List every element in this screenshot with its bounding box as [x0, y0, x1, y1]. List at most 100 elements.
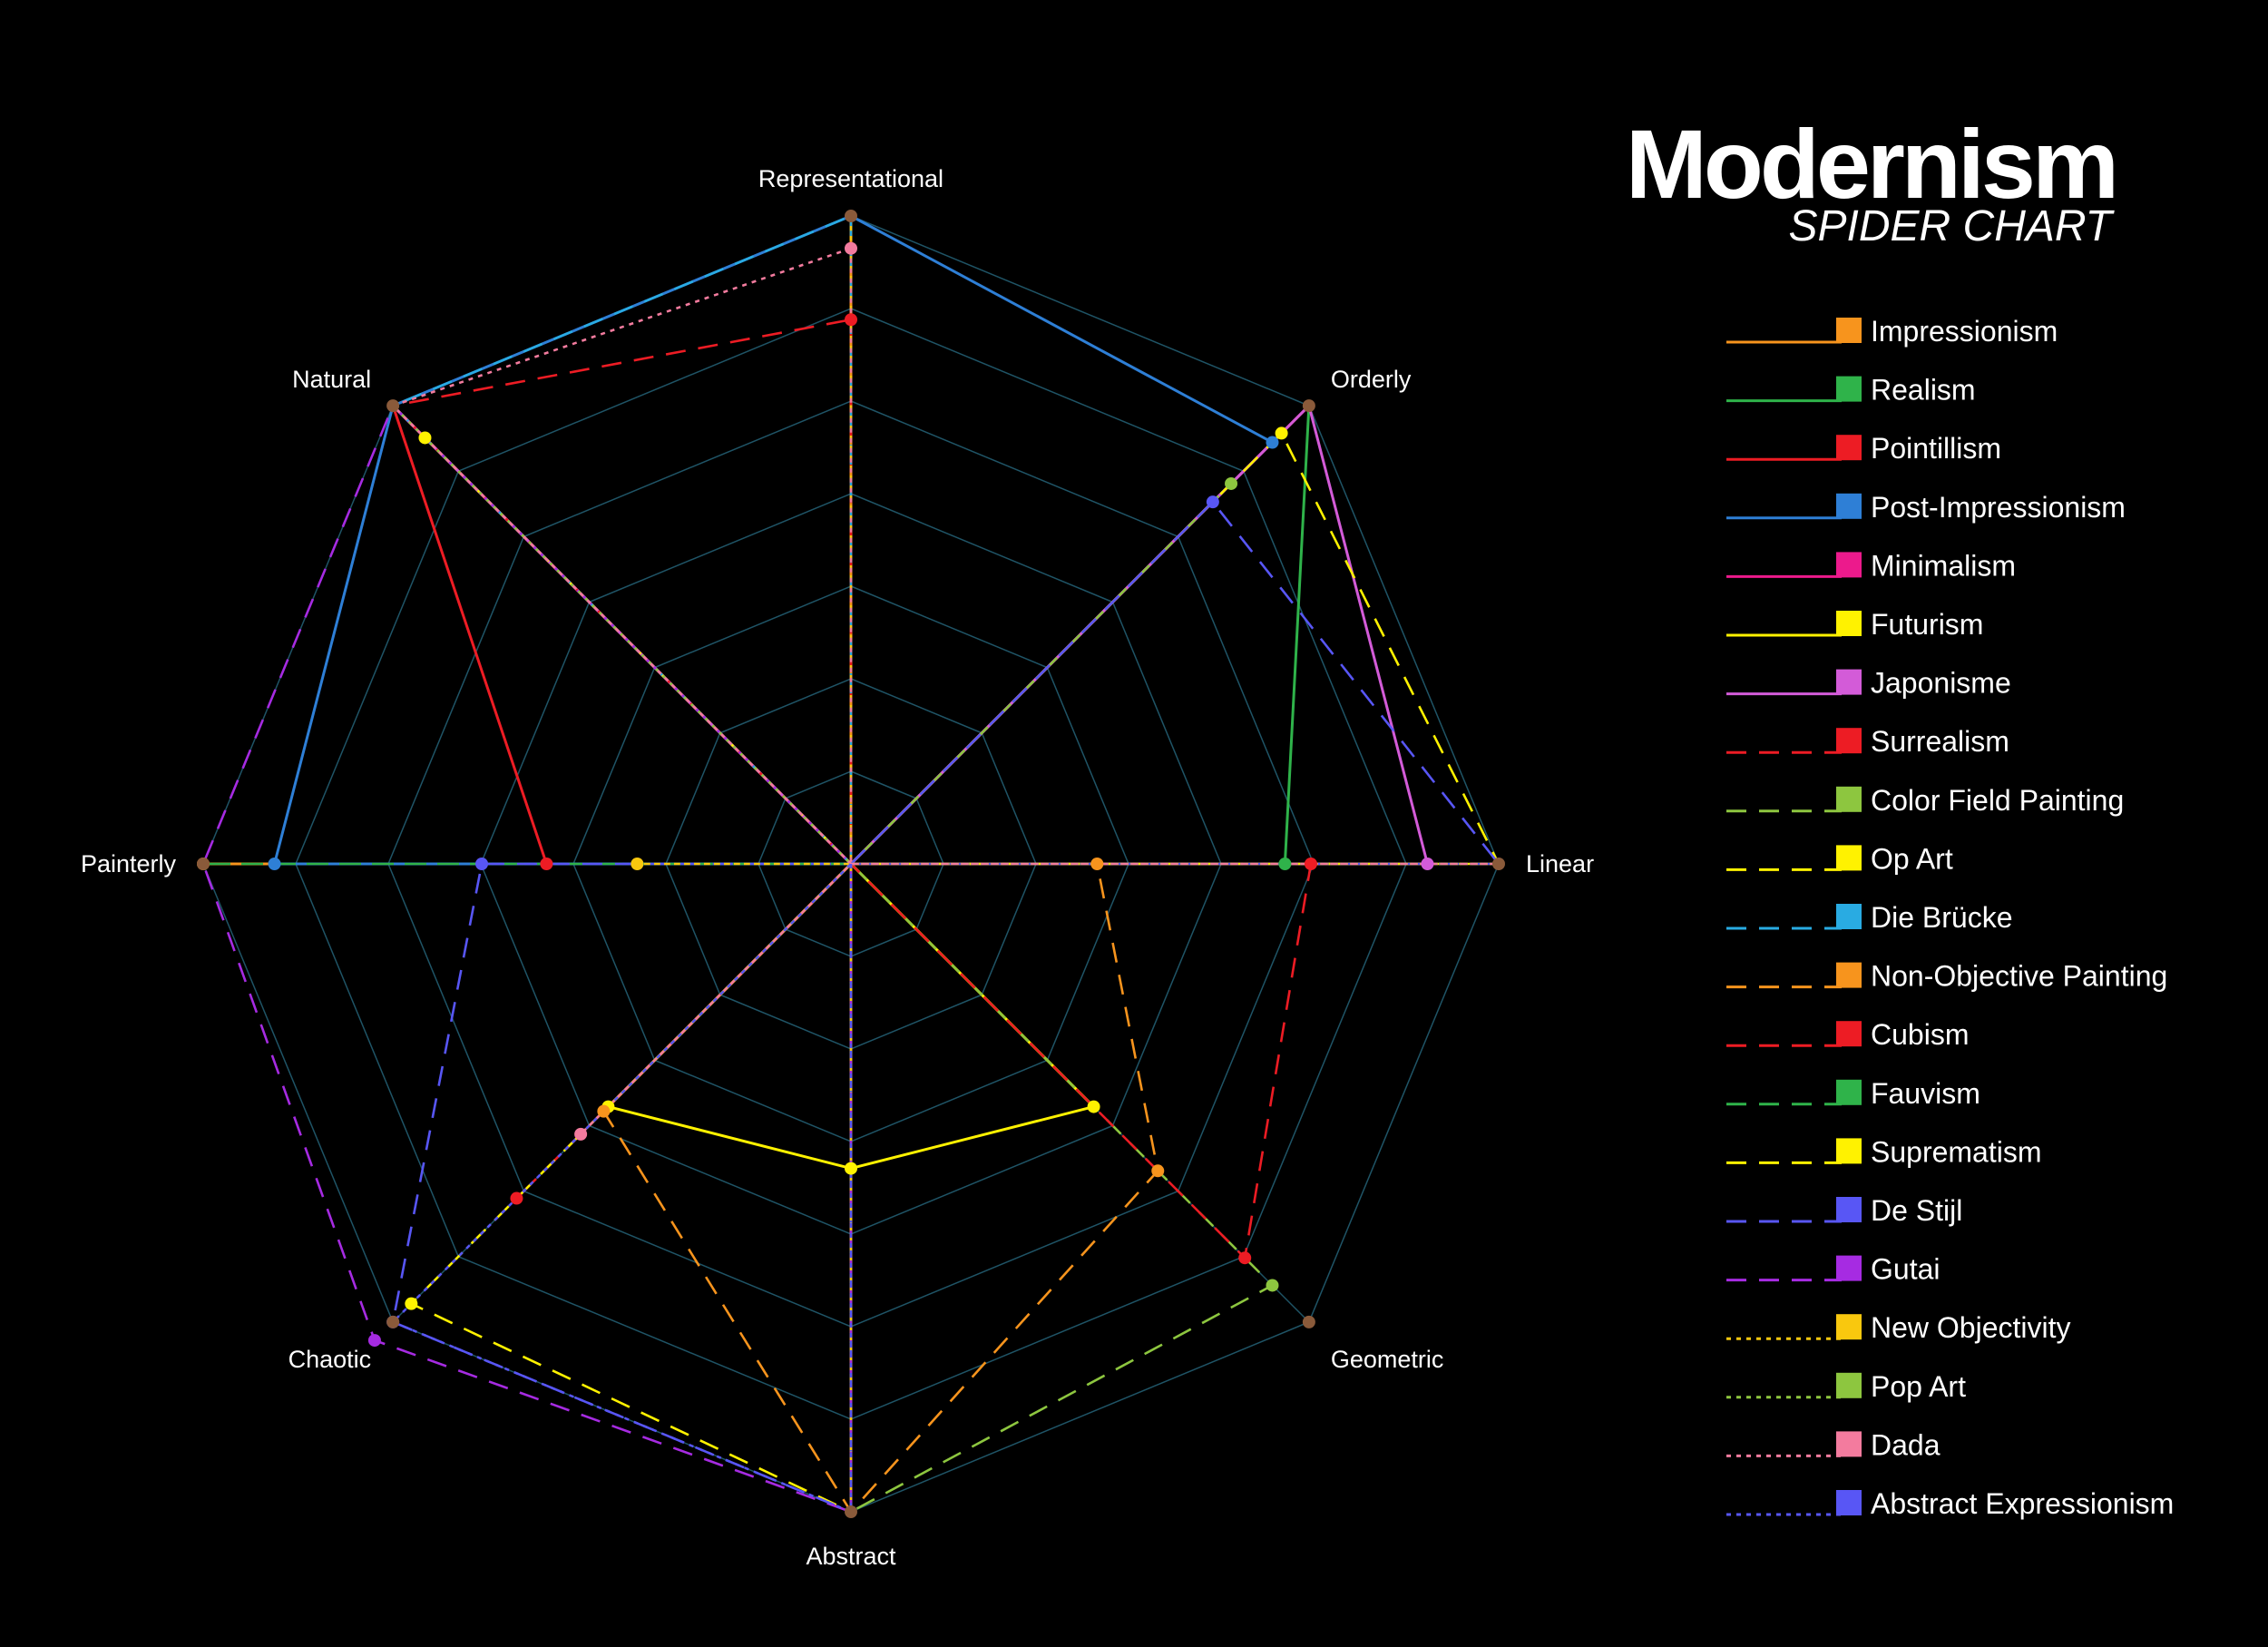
axis-label-chaotic: Chaotic: [288, 1346, 372, 1373]
axis-label-representational: Representational: [758, 165, 943, 192]
series-pop-art: [391, 404, 1501, 866]
legend-swatch-suprematism: [1836, 1138, 1862, 1164]
legend-swatch-color-field-painting: [1836, 786, 1862, 812]
legend-swatch-futurism: [1836, 611, 1862, 636]
point-cubism: [1238, 1251, 1252, 1265]
series-cubism: [515, 862, 1313, 1260]
point-dada: [845, 241, 857, 255]
axis-label-natural: Natural: [292, 366, 371, 393]
legend-swatch-de-stijl: [1836, 1197, 1862, 1222]
legend-label-abstract-expressionism: Abstract Expressionism: [1871, 1487, 2174, 1520]
axis-end-point: [1492, 858, 1505, 870]
legend-label-cubism: Cubism: [1871, 1018, 1969, 1051]
point-post-impressionism: [268, 858, 281, 870]
legend-swatch-pointillism: [1836, 435, 1862, 461]
legend-label-fauvism: Fauvism: [1871, 1077, 1980, 1110]
legend-swatch-minimalism: [1836, 552, 1862, 578]
point-color-field-painting: [1266, 1279, 1279, 1292]
point-suprematism: [405, 1297, 418, 1310]
point-dada: [574, 1127, 588, 1141]
point-cubism: [510, 1191, 523, 1205]
legend-label-minimalism: Minimalism: [1871, 549, 2016, 582]
series-post-impressionism: [273, 214, 1274, 866]
series-minimalism: [849, 404, 1311, 1514]
point-pointillism: [540, 858, 553, 870]
axis-label-linear: Linear: [1526, 850, 1594, 877]
point-op-art: [1275, 426, 1288, 440]
point-op-art: [418, 431, 432, 445]
point-new-objectivity: [631, 858, 644, 870]
series-die-br-cke: [391, 214, 853, 866]
point-surrealism: [845, 313, 857, 327]
legend-swatch-fauvism: [1836, 1079, 1862, 1105]
legend-swatch-gutai: [1836, 1255, 1862, 1281]
series-color-field-painting: [849, 482, 1274, 1514]
point-futurism: [845, 1162, 857, 1175]
point-gutai: [367, 1334, 381, 1348]
legend-label-futurism: Futurism: [1871, 608, 1983, 641]
point-futurism: [1087, 1100, 1100, 1113]
axis-end-point: [386, 1315, 400, 1328]
legend: Impressionism Realism Pointillism Post-Impr…: [1726, 315, 2174, 1520]
series-new-objectivity: [636, 214, 853, 1514]
legend-swatch-non-objective-painting: [1836, 962, 1862, 988]
legend-label-op-art: Op Art: [1871, 842, 1953, 875]
point-de-stijl: [475, 858, 489, 870]
axis-labels: Representational Orderly Linear Geometric Ab…: [81, 165, 1594, 1570]
legend-label-surrealism: Surrealism: [1871, 725, 2009, 758]
legend-label-color-field-painting: Color Field Painting: [1871, 784, 2124, 817]
legend-label-japonisme: Japonisme: [1871, 667, 2011, 700]
legend-swatch-pop-art: [1836, 1372, 1862, 1398]
axis-end-point: [1302, 1315, 1315, 1328]
legend-label-non-objective-painting: Non-Objective Painting: [1871, 960, 2167, 993]
axis-label-abstract: Abstract: [806, 1543, 896, 1570]
legend-label-impressionism: Impressionism: [1871, 315, 2058, 348]
legend-swatch-japonisme: [1836, 669, 1862, 695]
legend-swatch-dada: [1836, 1431, 1862, 1457]
legend-swatch-surrealism: [1836, 728, 1862, 754]
point-de-stijl: [1206, 495, 1219, 509]
point-post-impressionism: [1266, 436, 1279, 449]
chart-title: Modernism: [1626, 109, 2116, 219]
series-abstract-expressionism: [391, 862, 853, 1514]
chart-subtitle: SPIDER CHART: [1788, 202, 2115, 250]
point-non-objective-painting: [1151, 1164, 1165, 1178]
legend-label-pointillism: Pointillism: [1871, 432, 2001, 465]
axis-label-geometric: Geometric: [1331, 1346, 1444, 1373]
axis-end-point: [845, 210, 857, 222]
legend-swatch-die-br-cke: [1836, 904, 1862, 929]
legend-label-post-impressionism: Post-Impressionism: [1871, 491, 2126, 524]
series-surrealism: [391, 318, 853, 866]
axis-label-orderly: Orderly: [1331, 366, 1412, 393]
series-non-objective-painting: [602, 862, 1159, 1514]
legend-label-suprematism: Suprematism: [1871, 1135, 2042, 1168]
legend-label-dada: Dada: [1871, 1428, 1941, 1461]
legend-label-gutai: Gutai: [1871, 1253, 1940, 1286]
point-realism: [1278, 858, 1292, 870]
legend-swatch-cubism: [1836, 1021, 1862, 1047]
point-cubism: [1304, 858, 1317, 870]
axis-end-point: [386, 399, 400, 413]
axis-end-point: [197, 858, 210, 870]
chart-markers: [197, 210, 1505, 1518]
series-dada: [391, 247, 1501, 1136]
legend-label-pop-art: Pop Art: [1871, 1370, 1966, 1403]
legend-swatch-abstract-expressionism: [1836, 1490, 1862, 1515]
legend-swatch-post-impressionism: [1836, 493, 1862, 519]
point-color-field-painting: [1225, 476, 1238, 490]
legend-swatch-new-objectivity: [1836, 1314, 1862, 1340]
point-japonisme: [1421, 858, 1434, 870]
axis-end-point: [845, 1505, 857, 1518]
legend-label-de-stijl: De Stijl: [1871, 1194, 1962, 1227]
axis-end-point: [1302, 399, 1315, 413]
legend-swatch-realism: [1836, 376, 1862, 402]
legend-label-new-objectivity: New Objectivity: [1871, 1311, 2071, 1344]
legend-swatch-impressionism: [1836, 318, 1862, 343]
point-non-objective-painting: [1090, 858, 1104, 870]
axis-label-painterly: Painterly: [81, 850, 177, 877]
legend-swatch-op-art: [1836, 845, 1862, 871]
series-suprematism: [410, 862, 1501, 1514]
legend-label-realism: Realism: [1871, 374, 1976, 407]
point-non-objective-painting: [597, 1104, 611, 1118]
